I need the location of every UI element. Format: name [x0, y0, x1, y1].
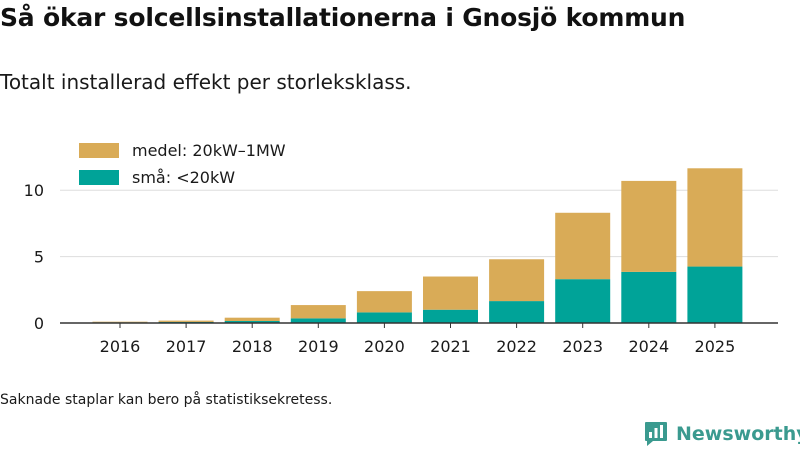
newsworthy-logo-icon	[645, 422, 667, 446]
brand-name: Newsworthy	[676, 423, 800, 445]
x-tick-label-2016: 2016	[100, 337, 141, 356]
bar-medel-2024	[621, 180, 677, 272]
bar-medel-2021	[423, 276, 478, 310]
stacked-bar-chart: 0 5 10 2016 2017 2018 2019 2020 2021 2022 2023 202…	[24, 168, 778, 356]
bar-medel-2025	[687, 168, 743, 267]
chart-subtitle: Totalt installerad effekt per storlekskl…	[0, 70, 412, 94]
x-tick-label-2018: 2018	[232, 337, 273, 356]
x-tick-label-2017: 2017	[166, 337, 207, 356]
legend-label-sma: små: <20kW	[132, 168, 236, 187]
legend-swatch-sma	[79, 170, 119, 185]
y-axis-ticks: 0 5 10	[24, 181, 44, 333]
bar-sma-2024	[621, 271, 677, 323]
bar-sma-2020	[356, 312, 412, 323]
bar-medel-2019	[290, 305, 346, 319]
x-tick-label-2024: 2024	[628, 337, 669, 356]
bar-sma-2023	[555, 279, 611, 323]
x-tick-label-2022: 2022	[496, 337, 537, 356]
bar-sma-2018	[224, 321, 280, 323]
bar-medel-2023	[555, 212, 611, 280]
x-tick-label-2025: 2025	[695, 337, 736, 356]
legend-swatch-medel	[79, 143, 119, 158]
brand-logo: Newsworthy	[644, 421, 800, 447]
x-axis-ticks: 2016 2017 2018 2019 2020 2021 2022 2023 2024 2025	[100, 323, 736, 356]
bar-sma-2021	[423, 309, 478, 323]
bar-sma-2022	[489, 301, 545, 323]
x-tick-label-2019: 2019	[298, 337, 339, 356]
x-tick-label-2023: 2023	[562, 337, 603, 356]
y-tick-label: 10	[24, 181, 44, 200]
footnote: Saknade staplar kan bero på statistiksek…	[0, 392, 333, 408]
x-tick-label-2020: 2020	[364, 337, 405, 356]
x-tick-label-2021: 2021	[430, 337, 471, 356]
bar-medel-2018	[224, 317, 280, 322]
bar-medel-2017	[158, 320, 214, 322]
legend-label-medel: medel: 20kW–1MW	[132, 141, 286, 160]
y-tick-label: 0	[34, 314, 44, 333]
bar-group	[92, 168, 743, 323]
chart-title: Så ökar solcellsinstallationerna i Gnosj…	[0, 3, 686, 32]
y-tick-label: 5	[34, 248, 44, 267]
bar-medel-2020	[356, 291, 412, 313]
bar-medel-2022	[489, 259, 545, 302]
bar-medel-2016	[92, 321, 148, 323]
bar-sma-2019	[290, 318, 346, 323]
bar-sma-2025	[687, 266, 743, 323]
